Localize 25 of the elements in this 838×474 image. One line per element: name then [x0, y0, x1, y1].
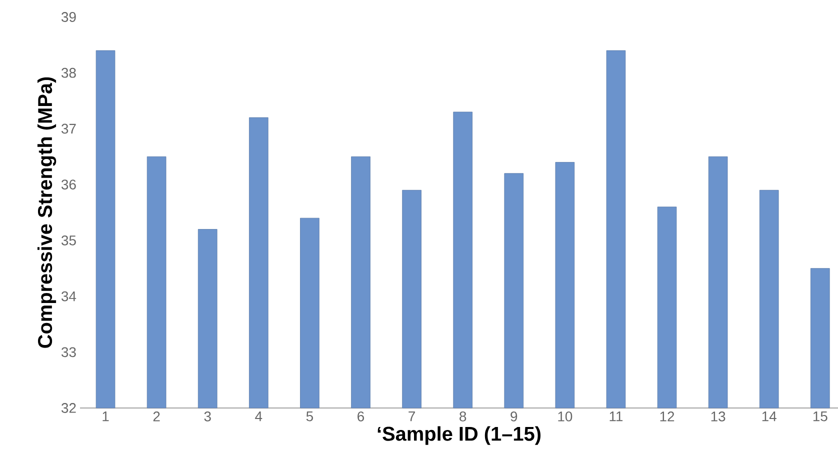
y-tick-label: 39 [61, 12, 76, 22]
x-tick-label: 3 [204, 412, 211, 422]
x-tick-label: 10 [558, 412, 572, 422]
x-axis-title: ‘Sample ID (1–15) [378, 426, 540, 445]
x-tick-label: 4 [255, 412, 262, 422]
y-axis-title: Compressive Strength (MPa) [37, 77, 56, 348]
x-tick-label: 9 [510, 412, 518, 422]
y-tick-label: 34 [61, 291, 76, 302]
x-tick-label: 12 [660, 412, 674, 422]
y-tick-label: 35 [61, 235, 76, 246]
y-tick-label: 37 [61, 124, 76, 134]
y-tick-label: 32 [61, 403, 76, 413]
x-tick-label: 7 [408, 412, 415, 422]
y-tick-label: 38 [61, 68, 76, 78]
x-tick-label: 13 [711, 412, 726, 422]
x-tick-label: 5 [306, 412, 313, 422]
x-tick-label: 2 [153, 412, 160, 422]
x-tick-label: 15 [813, 412, 828, 422]
x-tick-label: 6 [358, 412, 364, 422]
x-tick-label: 1 [102, 412, 109, 422]
y-tick-label: 33 [61, 347, 76, 358]
x-tick-label: 14 [762, 412, 776, 422]
x-tick-label: 11 [610, 412, 623, 422]
x-tick-label: 8 [460, 412, 466, 422]
y-tick-label: 36 [61, 180, 76, 190]
